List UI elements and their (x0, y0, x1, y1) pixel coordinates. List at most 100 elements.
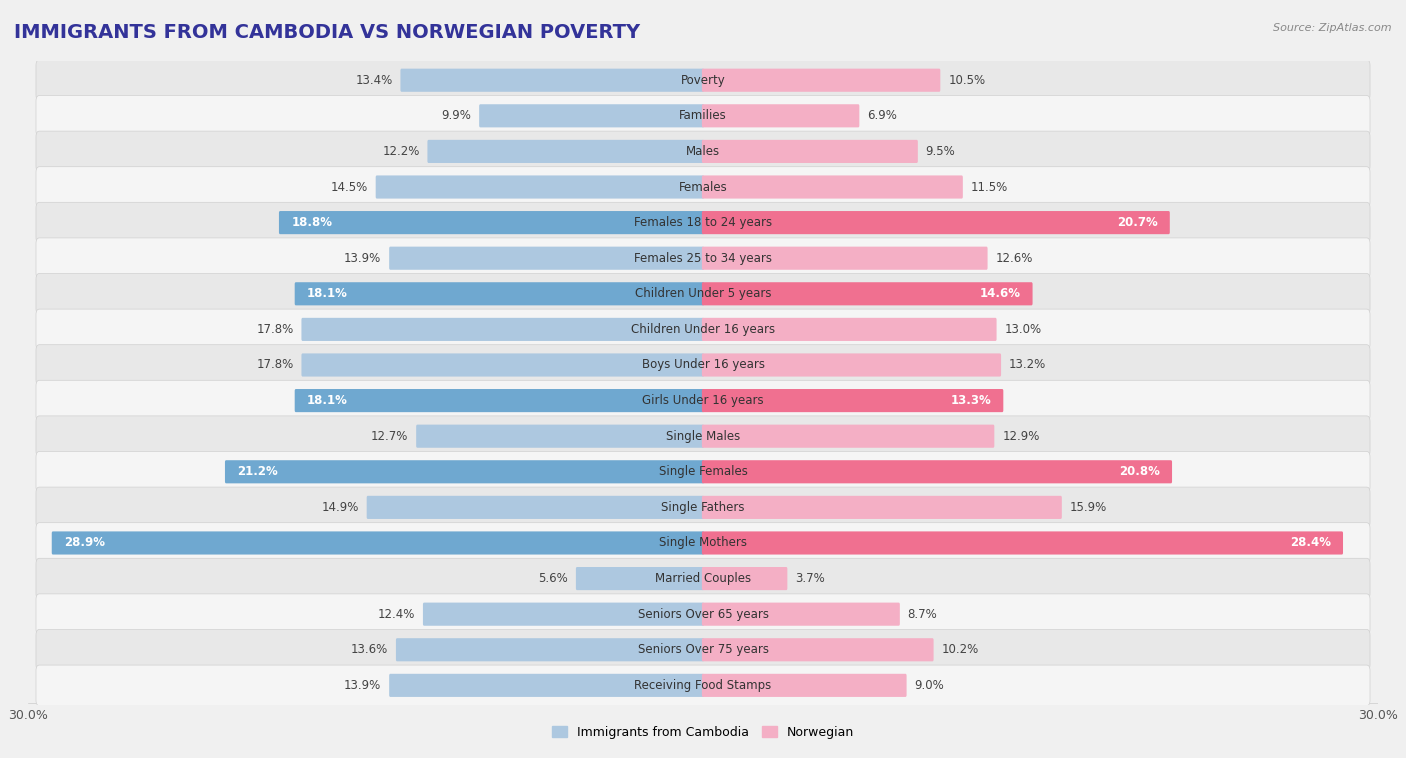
FancyBboxPatch shape (37, 559, 1369, 599)
FancyBboxPatch shape (702, 603, 900, 626)
Text: Children Under 16 years: Children Under 16 years (631, 323, 775, 336)
Text: Females 25 to 34 years: Females 25 to 34 years (634, 252, 772, 265)
Text: 17.8%: 17.8% (256, 323, 294, 336)
FancyBboxPatch shape (37, 629, 1369, 670)
Text: Poverty: Poverty (681, 74, 725, 86)
FancyBboxPatch shape (702, 69, 941, 92)
Text: Married Couples: Married Couples (655, 572, 751, 585)
Text: 13.4%: 13.4% (356, 74, 392, 86)
Text: 13.9%: 13.9% (344, 679, 381, 692)
FancyBboxPatch shape (401, 69, 704, 92)
Text: Females 18 to 24 years: Females 18 to 24 years (634, 216, 772, 229)
Text: Families: Families (679, 109, 727, 122)
FancyBboxPatch shape (479, 105, 704, 127)
Text: 12.2%: 12.2% (382, 145, 419, 158)
Text: 14.9%: 14.9% (322, 501, 359, 514)
FancyBboxPatch shape (37, 60, 1369, 101)
FancyBboxPatch shape (423, 603, 704, 626)
FancyBboxPatch shape (702, 318, 997, 341)
Text: 10.2%: 10.2% (942, 644, 979, 656)
Text: 9.0%: 9.0% (914, 679, 945, 692)
FancyBboxPatch shape (225, 460, 704, 484)
Text: 18.8%: 18.8% (291, 216, 332, 229)
FancyBboxPatch shape (37, 131, 1369, 172)
Text: 18.1%: 18.1% (307, 394, 347, 407)
FancyBboxPatch shape (37, 96, 1369, 136)
FancyBboxPatch shape (427, 139, 704, 163)
FancyBboxPatch shape (37, 416, 1369, 456)
Text: 13.0%: 13.0% (1004, 323, 1042, 336)
Text: Children Under 5 years: Children Under 5 years (634, 287, 772, 300)
Text: 9.9%: 9.9% (441, 109, 471, 122)
Text: Receiving Food Stamps: Receiving Food Stamps (634, 679, 772, 692)
FancyBboxPatch shape (702, 424, 994, 448)
FancyBboxPatch shape (37, 309, 1369, 349)
Text: Single Fathers: Single Fathers (661, 501, 745, 514)
FancyBboxPatch shape (37, 452, 1369, 492)
Text: 20.8%: 20.8% (1119, 465, 1160, 478)
Text: 13.2%: 13.2% (1010, 359, 1046, 371)
FancyBboxPatch shape (389, 674, 704, 697)
Text: 12.9%: 12.9% (1002, 430, 1039, 443)
FancyBboxPatch shape (576, 567, 704, 590)
Text: Boys Under 16 years: Boys Under 16 years (641, 359, 765, 371)
FancyBboxPatch shape (702, 353, 1001, 377)
Text: 3.7%: 3.7% (796, 572, 825, 585)
FancyBboxPatch shape (37, 345, 1369, 385)
FancyBboxPatch shape (52, 531, 704, 555)
Text: 9.5%: 9.5% (925, 145, 956, 158)
Text: 15.9%: 15.9% (1070, 501, 1107, 514)
Text: 11.5%: 11.5% (970, 180, 1008, 193)
FancyBboxPatch shape (702, 105, 859, 127)
FancyBboxPatch shape (295, 389, 704, 412)
FancyBboxPatch shape (301, 353, 704, 377)
Text: 5.6%: 5.6% (538, 572, 568, 585)
FancyBboxPatch shape (389, 246, 704, 270)
Text: 14.6%: 14.6% (979, 287, 1021, 300)
Text: 8.7%: 8.7% (908, 608, 938, 621)
FancyBboxPatch shape (37, 523, 1369, 563)
Text: 13.3%: 13.3% (950, 394, 991, 407)
Text: 14.5%: 14.5% (330, 180, 368, 193)
Text: 21.2%: 21.2% (238, 465, 278, 478)
Text: Males: Males (686, 145, 720, 158)
Text: Seniors Over 65 years: Seniors Over 65 years (637, 608, 769, 621)
FancyBboxPatch shape (37, 238, 1369, 278)
FancyBboxPatch shape (702, 567, 787, 590)
FancyBboxPatch shape (37, 381, 1369, 421)
Text: 28.9%: 28.9% (65, 537, 105, 550)
Text: 10.5%: 10.5% (948, 74, 986, 86)
FancyBboxPatch shape (702, 531, 1343, 555)
Text: Seniors Over 75 years: Seniors Over 75 years (637, 644, 769, 656)
FancyBboxPatch shape (37, 487, 1369, 528)
FancyBboxPatch shape (702, 389, 1004, 412)
Text: Source: ZipAtlas.com: Source: ZipAtlas.com (1274, 23, 1392, 33)
Text: IMMIGRANTS FROM CAMBODIA VS NORWEGIAN POVERTY: IMMIGRANTS FROM CAMBODIA VS NORWEGIAN PO… (14, 23, 640, 42)
Legend: Immigrants from Cambodia, Norwegian: Immigrants from Cambodia, Norwegian (547, 721, 859, 744)
FancyBboxPatch shape (702, 175, 963, 199)
FancyBboxPatch shape (702, 282, 1032, 305)
FancyBboxPatch shape (702, 496, 1062, 519)
Text: 12.4%: 12.4% (378, 608, 415, 621)
Text: 13.6%: 13.6% (352, 644, 388, 656)
Text: 12.7%: 12.7% (371, 430, 408, 443)
FancyBboxPatch shape (37, 167, 1369, 207)
FancyBboxPatch shape (702, 638, 934, 661)
Text: 28.4%: 28.4% (1289, 537, 1330, 550)
FancyBboxPatch shape (37, 594, 1369, 634)
FancyBboxPatch shape (37, 665, 1369, 706)
Text: 13.9%: 13.9% (344, 252, 381, 265)
FancyBboxPatch shape (367, 496, 704, 519)
Text: Single Females: Single Females (658, 465, 748, 478)
Text: Single Mothers: Single Mothers (659, 537, 747, 550)
Text: 12.6%: 12.6% (995, 252, 1033, 265)
FancyBboxPatch shape (702, 460, 1173, 484)
FancyBboxPatch shape (278, 211, 704, 234)
FancyBboxPatch shape (416, 424, 704, 448)
FancyBboxPatch shape (702, 139, 918, 163)
Text: 17.8%: 17.8% (256, 359, 294, 371)
Text: Single Males: Single Males (666, 430, 740, 443)
Text: 6.9%: 6.9% (868, 109, 897, 122)
FancyBboxPatch shape (37, 274, 1369, 314)
FancyBboxPatch shape (37, 202, 1369, 243)
